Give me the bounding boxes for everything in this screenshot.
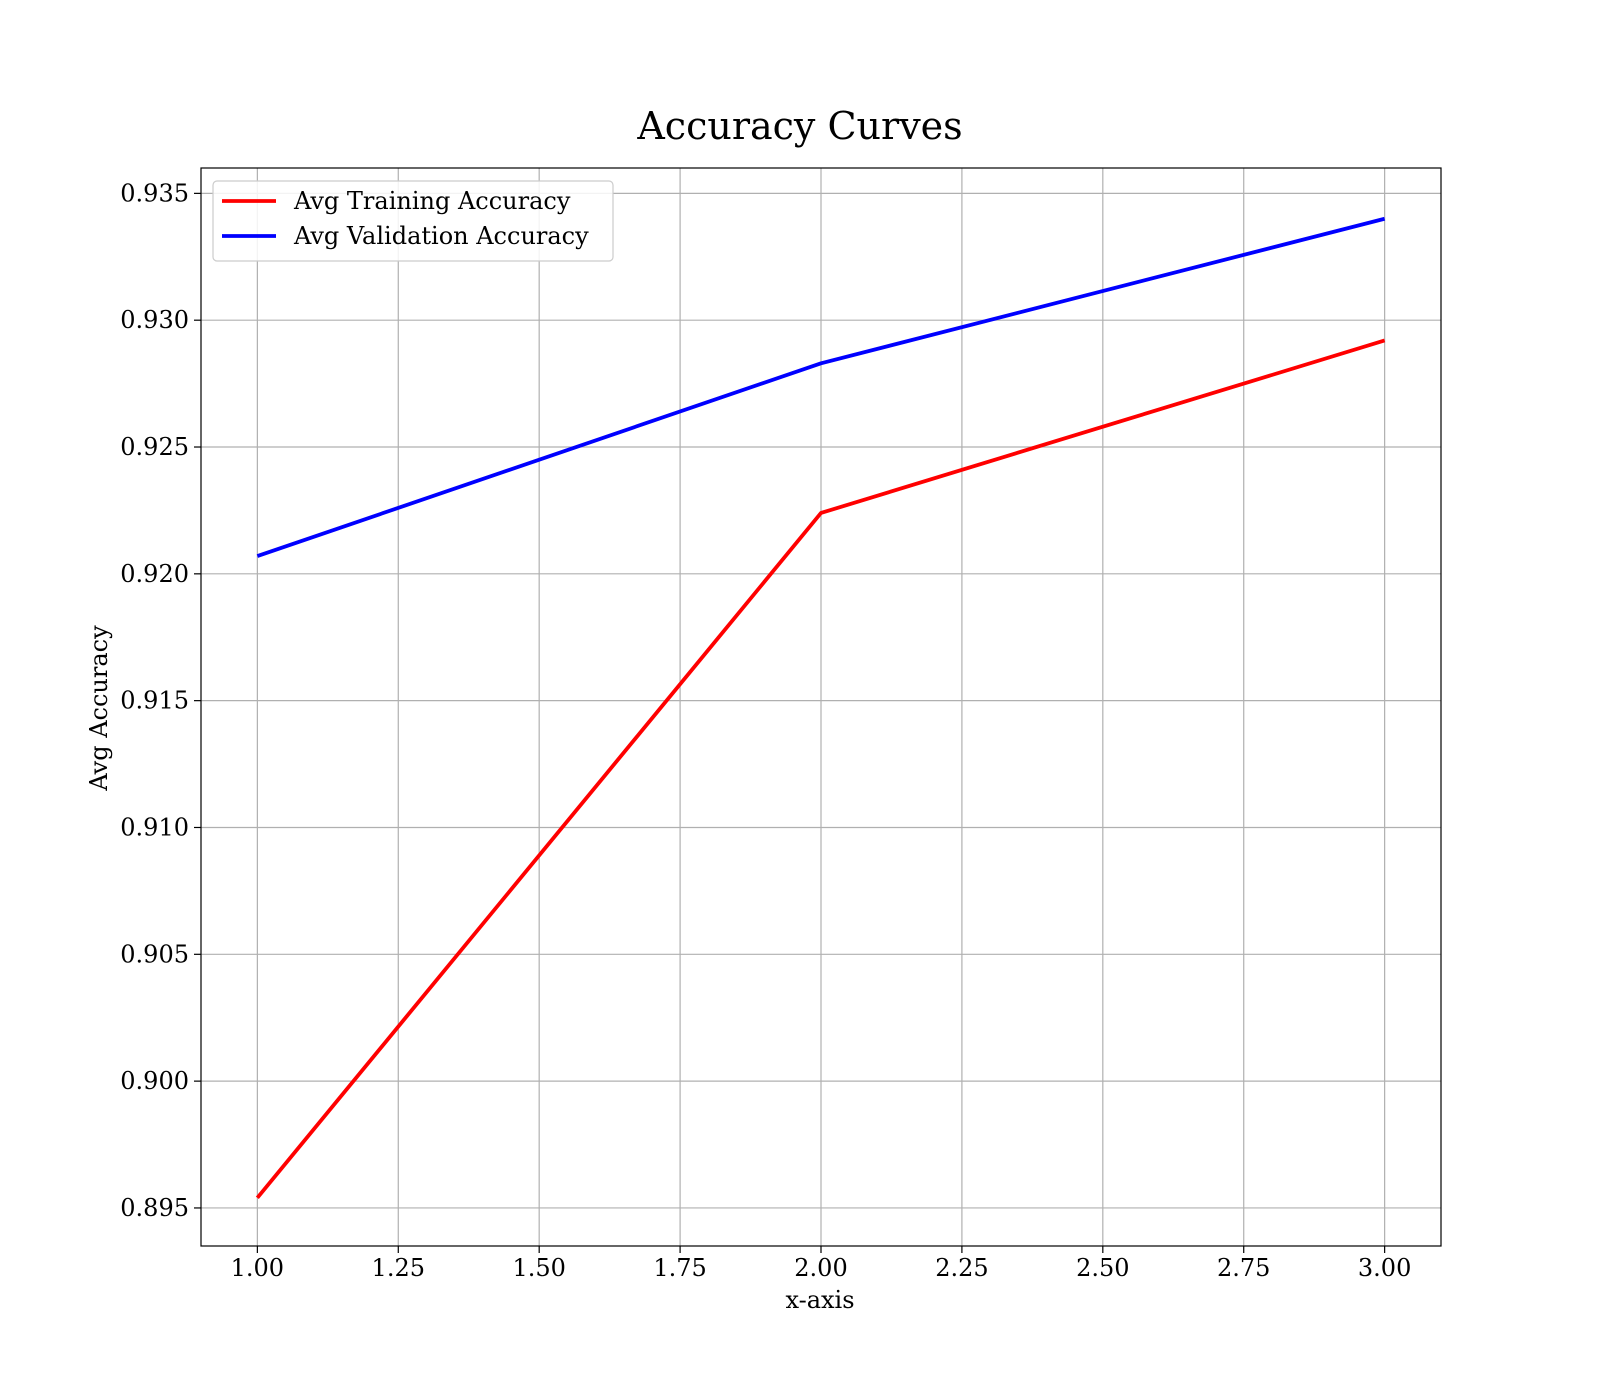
- x-tick-label: 2.25: [935, 1254, 988, 1282]
- x-tick-label: 2.50: [1076, 1254, 1129, 1282]
- y-tick-label: 0.925: [120, 433, 189, 461]
- x-tick-label: 2.75: [1217, 1254, 1270, 1282]
- x-tick-label: 2.00: [794, 1254, 847, 1282]
- legend-label: Avg Validation Accuracy: [293, 222, 589, 250]
- y-tick-label: 0.920: [120, 560, 189, 588]
- y-tick-label: 0.895: [120, 1194, 189, 1222]
- x-tick-label: 3.00: [1358, 1254, 1411, 1282]
- y-tick-label: 0.910: [120, 813, 189, 841]
- legend-label: Avg Training Accuracy: [293, 187, 571, 215]
- axis-ticks: 1.00 1.25 1.50 1.75 2.00 2.25 2.50 2.75 3.00 0.89…: [120, 179, 1411, 1282]
- grid: [201, 168, 1441, 1246]
- x-tick-label: 1.25: [372, 1254, 425, 1282]
- x-axis-label: x-axis: [785, 1286, 854, 1314]
- y-tick-label: 0.935: [120, 179, 189, 207]
- legend-box: [212, 180, 614, 262]
- chart-title: Accuracy Curves: [636, 104, 962, 148]
- y-tick-label: 0.900: [120, 1067, 189, 1095]
- y-tick-label: 0.930: [120, 306, 189, 334]
- x-tick-label: 1.50: [512, 1254, 565, 1282]
- series-lines: [255, 216, 1386, 1200]
- series-line-training: [255, 338, 1386, 1200]
- x-tick-label: 1.75: [653, 1254, 706, 1282]
- y-tick-label: 0.915: [120, 687, 189, 715]
- legend: Avg Training Accuracy Avg Validation Accu…: [212, 180, 614, 262]
- y-axis-label: Avg Accuracy: [85, 625, 113, 792]
- y-tick-label: 0.905: [120, 940, 189, 968]
- series-line-validation: [256, 216, 1386, 558]
- x-tick-label: 1.00: [231, 1254, 284, 1282]
